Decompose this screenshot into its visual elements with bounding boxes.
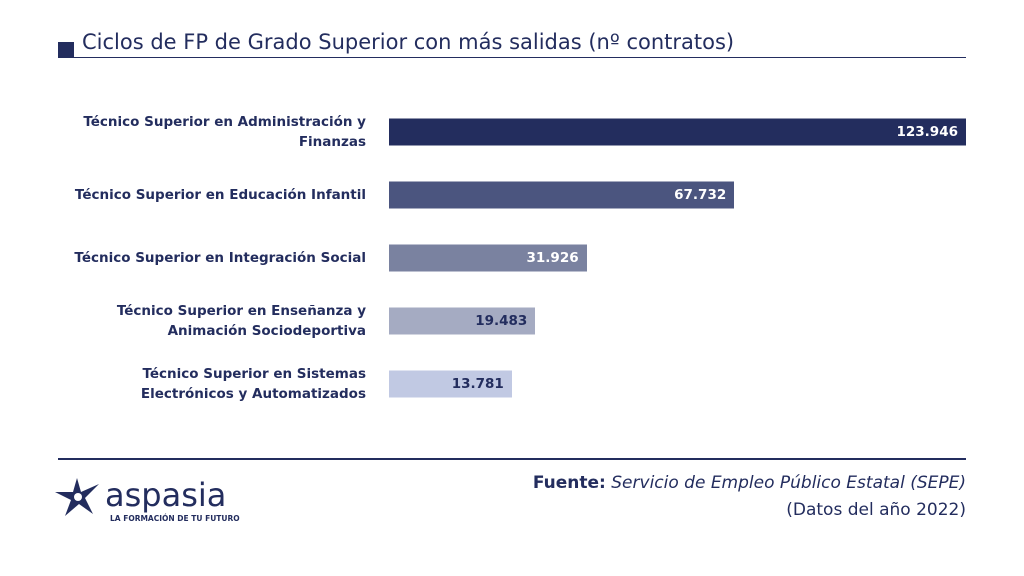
data-year-note: (Datos del año 2022)	[786, 500, 966, 520]
bar	[389, 244, 587, 272]
footer-divider	[58, 458, 966, 460]
source-label: Fuente:	[532, 473, 606, 493]
value-label: 31.926	[526, 250, 579, 266]
bar	[389, 370, 512, 398]
category-label: Técnico Superior en Enseñanza y Animació…	[116, 303, 366, 339]
svg-text:aspasia: aspasia	[105, 476, 226, 514]
title-divider	[58, 57, 966, 58]
source-note: Fuente: Servicio de Empleo Público Estat…	[533, 470, 966, 524]
bar	[389, 307, 536, 335]
category-label: Técnico Superior en Integración Social	[74, 250, 366, 266]
source-text: Servicio de Empleo Público Estatal (SEPE…	[611, 473, 966, 493]
category-label: Técnico Superior en Administración y Fin…	[83, 114, 366, 150]
category-label: Técnico Superior en Educación Infantil	[74, 187, 366, 203]
chart-title: Ciclos de FP de Grado Superior con más s…	[82, 30, 735, 54]
value-label: 13.781	[451, 376, 504, 392]
bar	[389, 118, 966, 146]
value-label: 19.483	[475, 313, 528, 329]
title-marker	[58, 42, 74, 58]
value-label: 67.732	[674, 187, 727, 203]
aspasia-star-icon: aspasia LA FORMACIÓN DE TU FUTURO	[55, 476, 240, 523]
svg-text:LA FORMACIÓN DE TU FUTURO: LA FORMACIÓN DE TU FUTURO	[110, 514, 240, 523]
bar	[389, 181, 735, 209]
category-label: Técnico Superior en Sistemas Electrónico…	[140, 366, 366, 402]
value-label: 123.946	[896, 124, 959, 140]
aspasia-logo: aspasia LA FORMACIÓN DE TU FUTURO	[55, 476, 255, 530]
